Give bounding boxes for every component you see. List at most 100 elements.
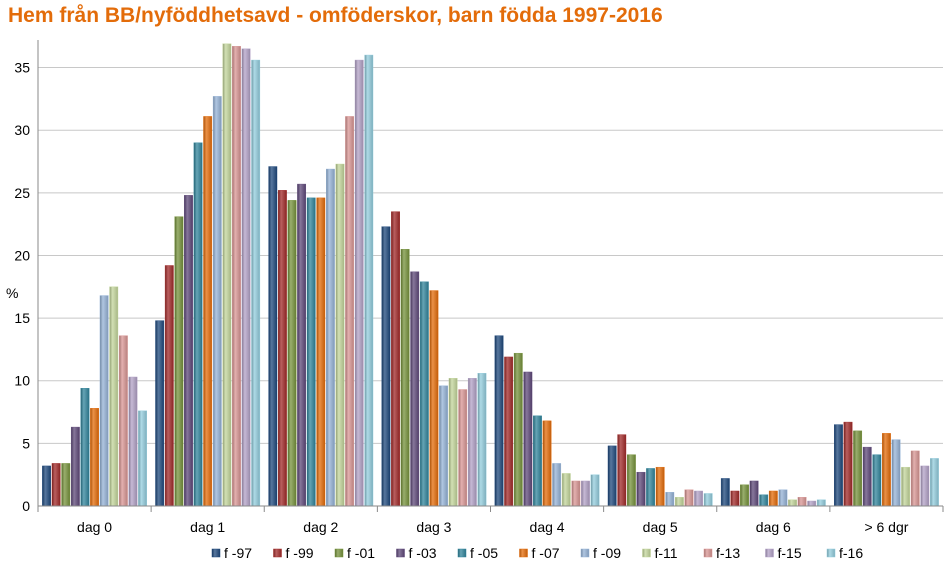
chart-title: Hem från BB/nyföddhetsavd - omföderskor,…	[8, 4, 663, 27]
legend-label: f -99	[286, 545, 314, 561]
bar	[128, 376, 138, 507]
bar	[90, 408, 99, 507]
bar	[70, 426, 80, 507]
x-tick-label: dag 5	[643, 519, 678, 535]
bar	[184, 195, 193, 507]
bar	[542, 420, 552, 507]
bar	[617, 434, 627, 507]
bar	[674, 497, 684, 507]
bar	[212, 96, 222, 507]
bar	[419, 281, 429, 507]
legend-swatch	[519, 548, 528, 558]
bar	[155, 320, 165, 507]
bar	[193, 142, 203, 507]
legend-label: f -07	[532, 545, 560, 561]
bar	[930, 458, 939, 507]
x-ticks: dag 0 dag 1 dag 2 dag 3 dag 4 dag 5 dag 6 > 6 d…	[77, 519, 909, 535]
bar	[80, 388, 90, 507]
bar	[843, 421, 853, 507]
bar	[251, 59, 261, 507]
x-tick-label: > 6 dgr	[864, 519, 908, 535]
x-tick-label: dag 4	[530, 519, 565, 535]
bar	[571, 480, 581, 507]
bar	[364, 54, 374, 507]
x-tick-label: dag 2	[303, 519, 338, 535]
bar	[138, 410, 147, 507]
y-ticks: 0 5 10 15 20 25 30 35	[14, 60, 30, 514]
bar	[816, 499, 826, 507]
bar	[740, 484, 749, 507]
bar	[523, 371, 533, 507]
bar	[232, 46, 241, 507]
bar	[448, 378, 458, 507]
legend-swatch	[334, 548, 344, 558]
bar	[590, 474, 600, 507]
y-tick-label: 20	[14, 247, 30, 263]
bar	[920, 465, 930, 507]
bar	[326, 168, 335, 507]
bar	[51, 463, 61, 507]
bar	[297, 183, 307, 507]
bar	[504, 356, 514, 507]
bar	[730, 490, 740, 507]
legend-swatch	[396, 548, 405, 558]
bar	[694, 490, 703, 507]
bar	[910, 450, 920, 507]
bar	[335, 163, 345, 507]
legend-swatch	[273, 548, 282, 558]
y-tick-label: 10	[14, 373, 30, 389]
bar	[222, 43, 232, 507]
bar	[807, 500, 817, 507]
bar	[118, 335, 128, 507]
x-tick-label: dag 3	[416, 519, 451, 535]
legend-label: f -05	[470, 545, 498, 561]
bar	[400, 248, 410, 507]
bar	[306, 197, 316, 507]
bar	[164, 265, 174, 507]
bar	[788, 499, 797, 507]
bar	[665, 492, 675, 507]
bar	[203, 116, 213, 507]
legend-swatch	[642, 548, 651, 558]
bar	[61, 463, 71, 507]
bar	[684, 489, 694, 507]
bar	[759, 494, 769, 507]
bar	[891, 439, 901, 507]
x-tick-label: dag 1	[190, 519, 225, 535]
bar	[381, 226, 391, 507]
bar	[655, 466, 665, 507]
bar	[429, 290, 439, 507]
y-axis-label: %	[6, 285, 18, 301]
bar	[42, 465, 51, 507]
bar	[174, 216, 184, 507]
legend-swatch	[826, 548, 836, 558]
bar	[533, 415, 542, 507]
legend-label: f-16	[839, 545, 863, 561]
bar	[901, 466, 911, 507]
legend-label: f-11	[655, 545, 678, 561]
bar	[345, 116, 355, 507]
bar	[458, 389, 468, 507]
bar	[494, 335, 504, 507]
bar	[797, 497, 807, 507]
bar	[768, 490, 778, 507]
y-tick-label: 0	[22, 498, 30, 514]
bar	[278, 190, 287, 507]
legend-label: f -03	[409, 545, 437, 561]
bar	[316, 197, 326, 507]
bar	[439, 385, 448, 507]
bar	[607, 445, 617, 507]
bar	[834, 424, 843, 507]
x-tick-label: dag 0	[77, 519, 112, 535]
legend-swatch	[457, 548, 467, 558]
bar	[703, 493, 713, 507]
legend-swatch	[211, 548, 221, 558]
bar	[862, 446, 872, 507]
bar	[410, 271, 420, 507]
bar	[720, 478, 730, 507]
legend-label: f -09	[593, 545, 621, 561]
bar	[646, 468, 655, 507]
bar	[391, 211, 400, 507]
bar	[636, 471, 646, 507]
